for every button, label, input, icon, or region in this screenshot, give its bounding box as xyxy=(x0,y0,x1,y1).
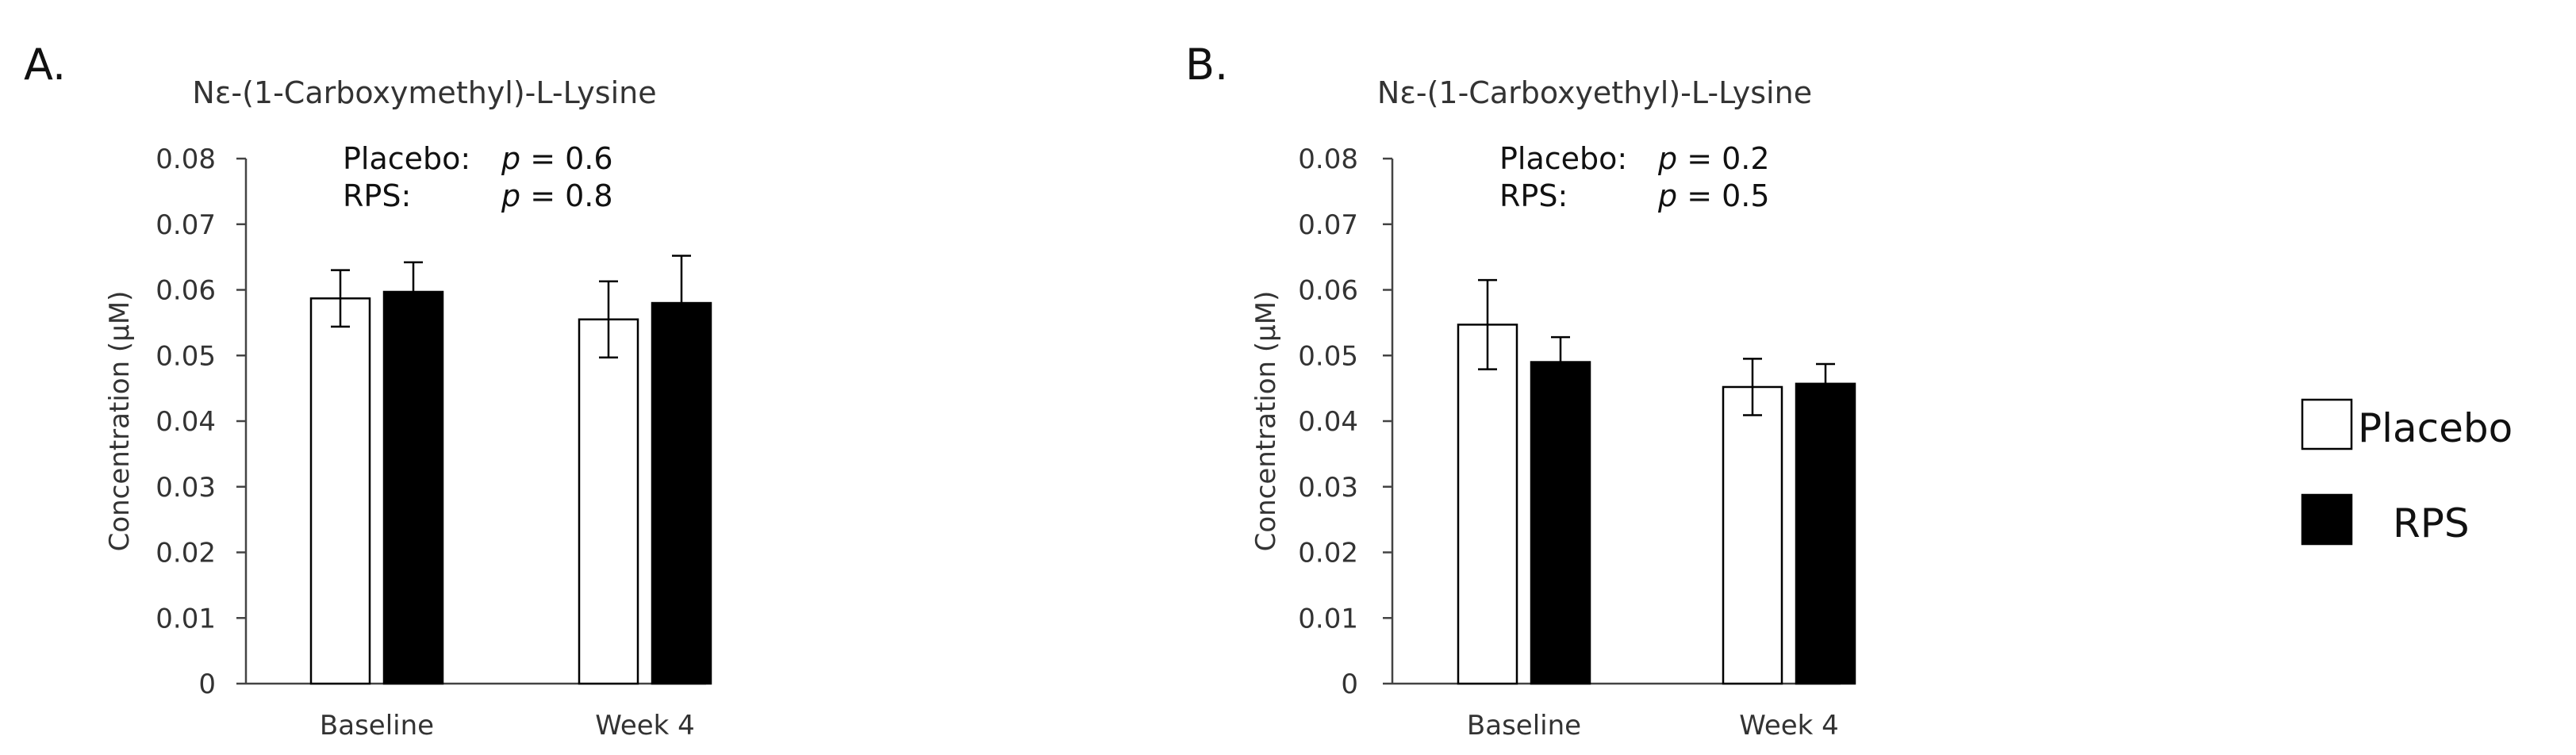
pvalue-label: RPS: xyxy=(1499,178,1568,213)
panel-letter: B. xyxy=(1185,40,1228,90)
pvalue-number: = 0.2 xyxy=(1677,141,1769,176)
pvalue-value: p = 0.2 xyxy=(1657,141,1770,176)
pvalue-label: Placebo: xyxy=(1499,141,1627,176)
x-category-label: Baseline xyxy=(1467,710,1581,742)
y-tick-label: 0.07 xyxy=(1298,209,1358,241)
pvalue-value: p = 0.5 xyxy=(1657,178,1770,213)
x-category-label: Baseline xyxy=(320,710,434,742)
y-tick-label: 0 xyxy=(198,669,216,700)
pvalue-value: p = 0.8 xyxy=(501,178,613,213)
y-axis-title: Concentration (µM) xyxy=(104,291,136,552)
chart-panel-b: B. Nε-(1-Carboxyethyl)-L-Lysine 0 0.01 0.02 0… xyxy=(1185,40,1856,742)
chart-panel-a: A. Nε-(1-Carboxymethyl)-L-Lysine 0 0.01 0.02… xyxy=(24,40,712,742)
pvalue-label: RPS: xyxy=(343,178,411,213)
bar-placebo-week-4 xyxy=(578,318,639,685)
pvalue-symbol: p xyxy=(501,141,520,176)
y-tick-label: 0.02 xyxy=(155,538,216,569)
chart-title: Nε-(1-Carboxyethyl)-L-Lysine xyxy=(1377,75,1812,110)
pvalue-symbol: p xyxy=(1657,141,1677,176)
y-tick-label: 0.06 xyxy=(155,275,216,307)
y-tick-label: 0.01 xyxy=(1298,603,1358,634)
y-tick-label: 0.04 xyxy=(155,406,216,438)
y-tick-label: 0.08 xyxy=(1298,144,1358,175)
y-tick-label: 0.05 xyxy=(155,340,216,372)
pvalue-symbol: p xyxy=(501,178,520,213)
y-tick-label: 0.08 xyxy=(155,144,216,175)
legend: Placebo RPS xyxy=(2301,398,2513,546)
bar-placebo-baseline xyxy=(1457,324,1518,685)
y-tick-label: 0.06 xyxy=(1298,275,1358,307)
y-tick-label: 0.03 xyxy=(1298,472,1358,504)
pvalue-symbol: p xyxy=(1657,178,1677,213)
y-tick-label: 0.02 xyxy=(1298,538,1358,569)
bar-placebo-week-4 xyxy=(1722,385,1783,685)
pvalue-number: = 0.8 xyxy=(520,178,612,213)
pvalue-value: p = 0.6 xyxy=(501,141,613,176)
legend-swatch-placebo xyxy=(2301,398,2353,450)
bar-rps-baseline xyxy=(382,290,444,685)
x-category-label: Week 4 xyxy=(1739,710,1839,742)
y-tick-label: 0.04 xyxy=(1298,406,1358,438)
y-tick-label: 0 xyxy=(1341,669,1358,700)
pvalue-number: = 0.6 xyxy=(520,141,612,176)
chart-title: Nε-(1-Carboxymethyl)-L-Lysine xyxy=(192,75,656,110)
legend-label-placebo: Placebo xyxy=(2358,405,2513,451)
legend-swatch-rps xyxy=(2301,493,2353,546)
x-category-label: Week 4 xyxy=(595,710,695,742)
y-tick-label: 0.03 xyxy=(155,472,216,504)
y-tick-label: 0.01 xyxy=(155,603,216,634)
pvalue-label: Placebo: xyxy=(343,141,470,176)
legend-label-rps: RPS xyxy=(2393,500,2470,546)
bar-rps-baseline xyxy=(1530,361,1591,685)
pvalue-number: = 0.5 xyxy=(1677,178,1769,213)
y-tick-label: 0.05 xyxy=(1298,340,1358,372)
bar-rps-week-4 xyxy=(651,301,712,685)
y-axis-title: Concentration (µM) xyxy=(1250,291,1282,552)
panel-letter: A. xyxy=(24,40,66,90)
bar-placebo-baseline xyxy=(309,297,371,685)
y-tick-label: 0.07 xyxy=(155,209,216,241)
bar-rps-week-4 xyxy=(1795,382,1856,685)
